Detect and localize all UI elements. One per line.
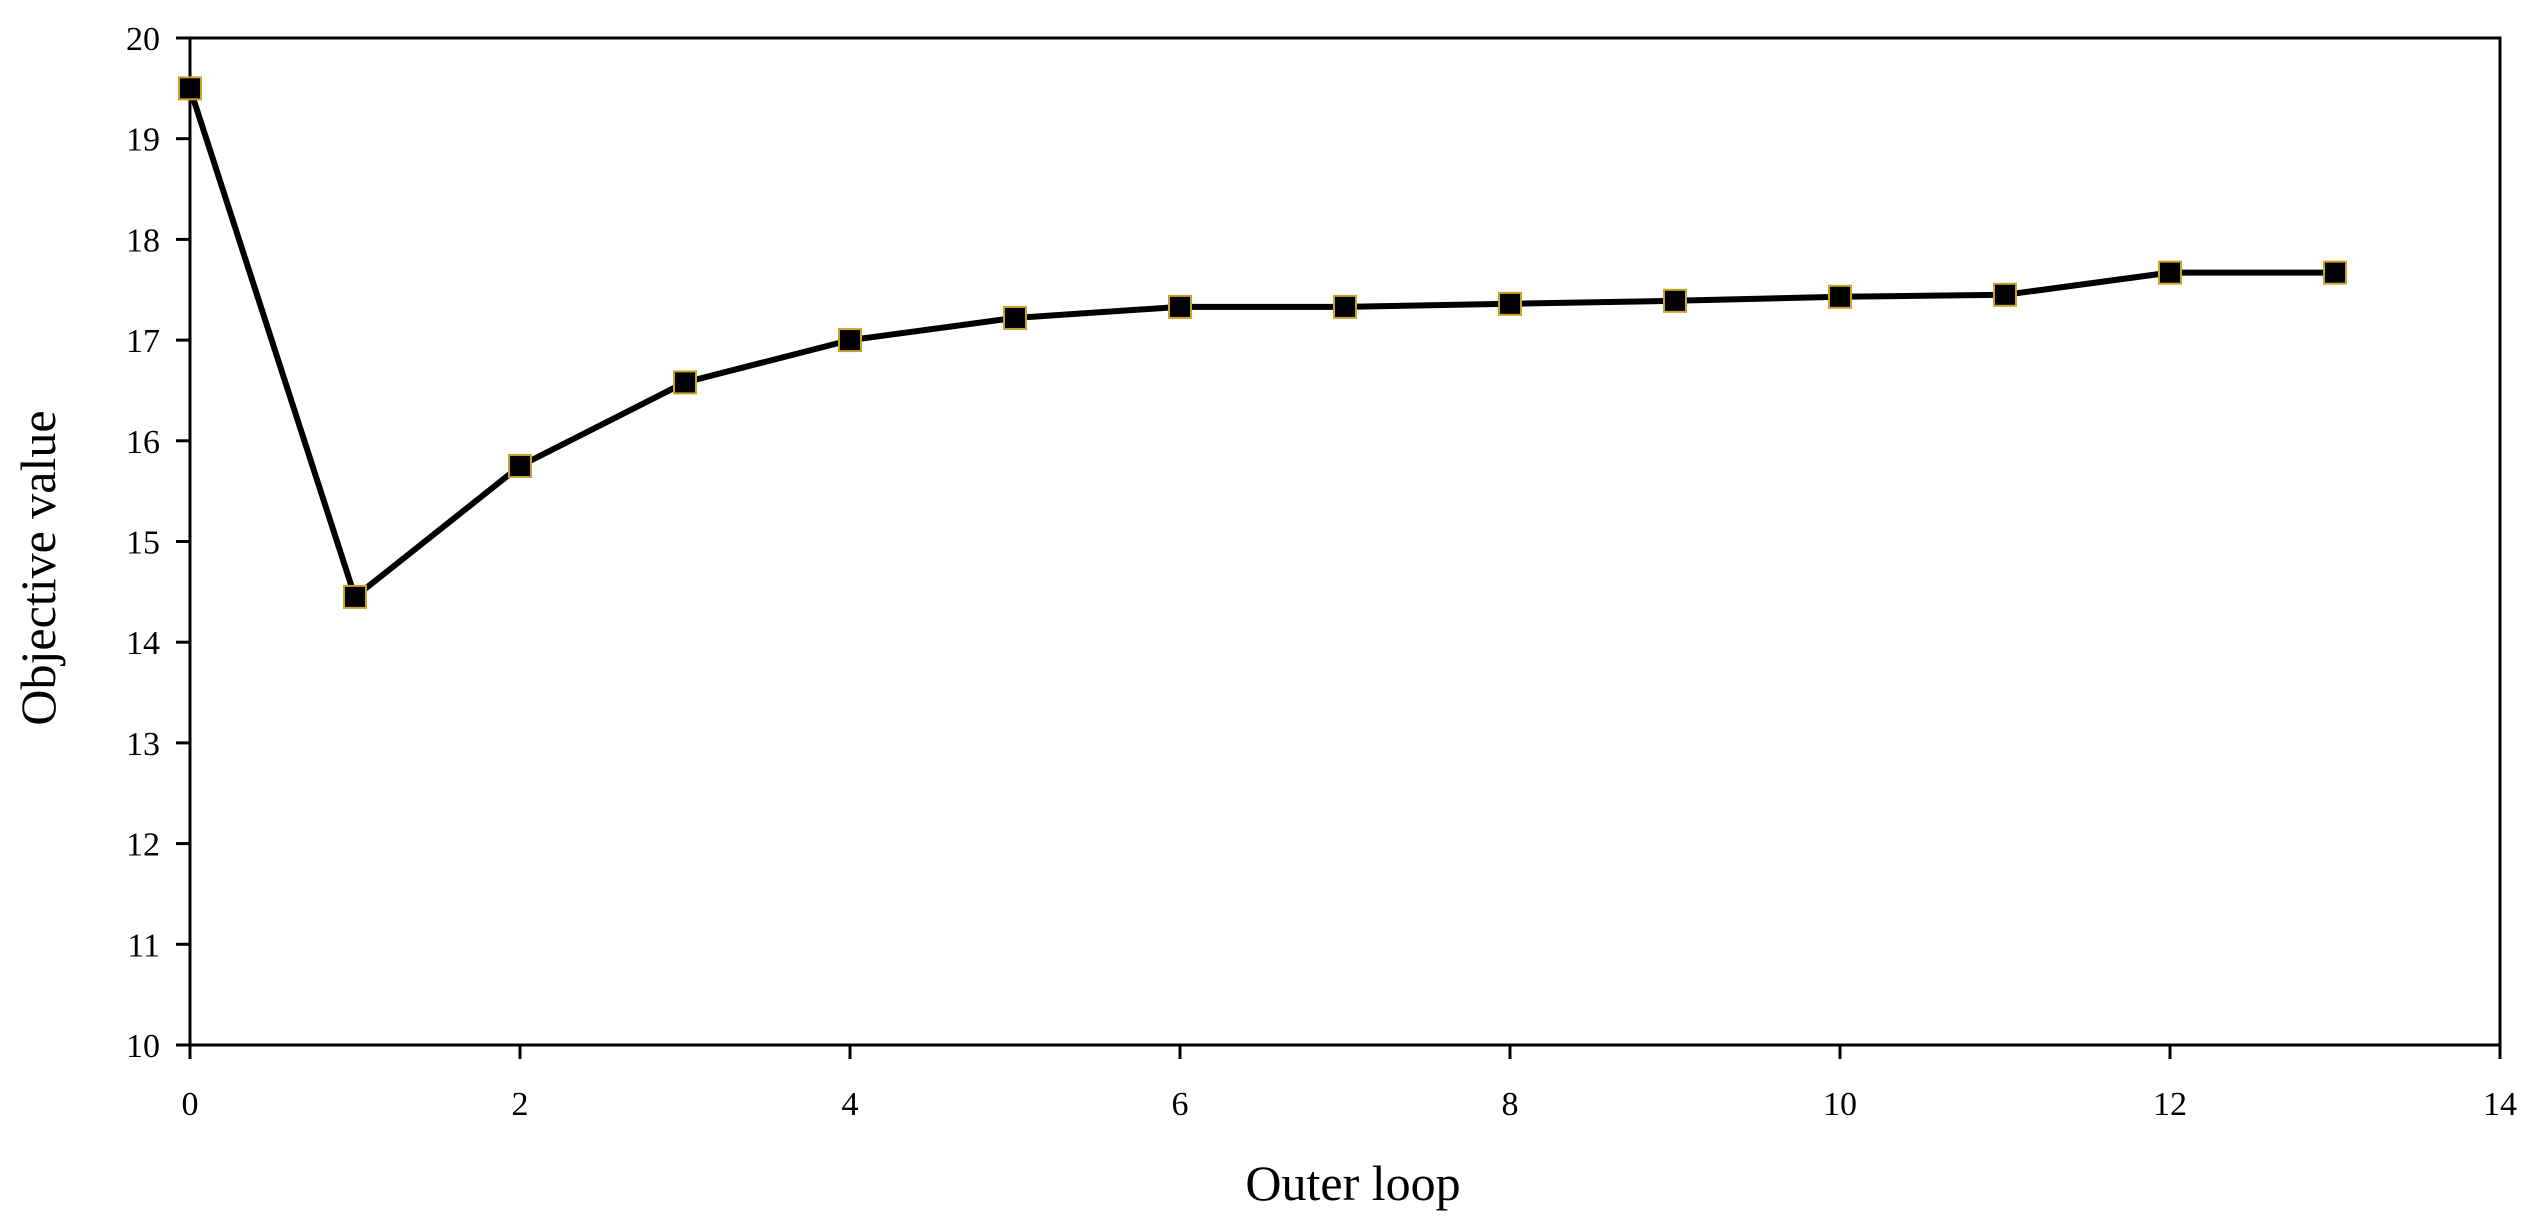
y-axis-title: Objective value	[10, 410, 66, 725]
x-tick-label: 0	[182, 1086, 199, 1123]
y-tick-label: 20	[126, 21, 160, 58]
data-point-marker	[1498, 291, 1522, 316]
data-point-marker	[1993, 282, 2017, 307]
x-tick-label: 12	[2153, 1086, 2187, 1123]
y-tick-label: 18	[126, 222, 160, 259]
y-tick-label: 16	[126, 424, 160, 461]
y-tick-label: 10	[126, 1028, 160, 1065]
plot-area-frame	[188, 36, 2502, 1047]
x-tick-label: 10	[1823, 1086, 1857, 1123]
series-line	[187, 87, 2335, 600]
data-point-marker	[838, 328, 862, 353]
data-point-marker	[1828, 284, 1852, 309]
x-tick-label: 4	[842, 1086, 859, 1123]
y-tick-label: 15	[126, 525, 160, 562]
data-point-marker	[1663, 288, 1687, 313]
data-point-marker	[673, 370, 697, 395]
data-point-marker	[1003, 305, 1027, 330]
y-tick-label: 17	[126, 323, 160, 360]
data-point-marker	[1333, 294, 1357, 319]
y-tick-label: 13	[126, 726, 160, 763]
y-tick-label: 14	[126, 625, 160, 662]
y-tick-label: 12	[126, 827, 160, 864]
data-point-marker	[343, 584, 367, 609]
data-point-marker	[2158, 260, 2182, 285]
x-tick-label: 14	[2483, 1086, 2517, 1123]
x-axis-title: Outer loop	[1245, 1155, 1460, 1211]
data-point-marker	[2323, 260, 2347, 285]
x-tick-label: 2	[512, 1086, 529, 1123]
x-tick-label: 8	[1502, 1086, 1519, 1123]
data-point-marker	[1168, 294, 1192, 319]
x-tick-label: 6	[1172, 1086, 1189, 1123]
y-tick-label: 11	[127, 927, 160, 964]
data-point-marker	[178, 76, 202, 101]
data-point-marker	[508, 453, 532, 478]
y-tick-label: 19	[126, 122, 160, 159]
